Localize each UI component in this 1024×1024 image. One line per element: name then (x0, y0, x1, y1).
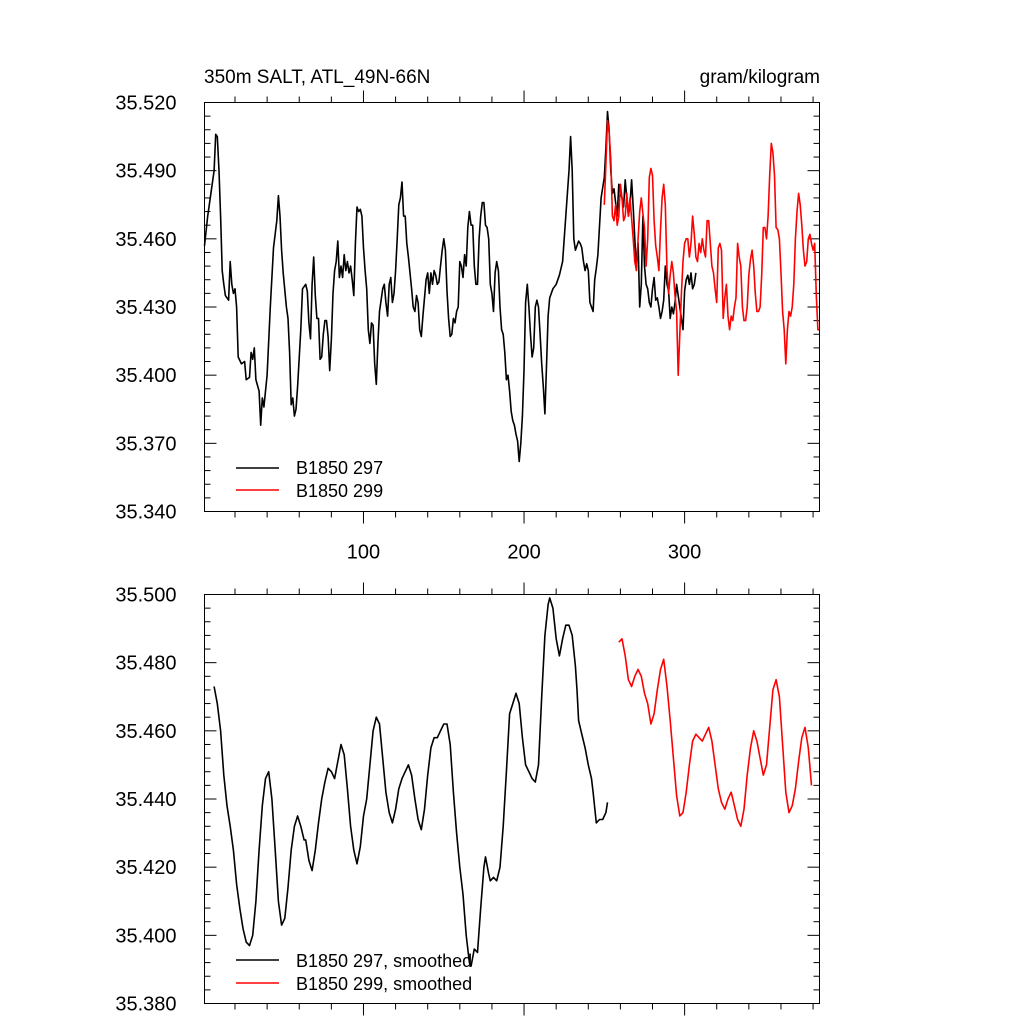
top-units: gram/kilogram (700, 67, 820, 88)
top-x-tick-label: 200 (507, 542, 540, 564)
top-y-tick-label: 35.520 (115, 93, 176, 115)
bottom-series-b1850-299-smoothed (618, 638, 813, 828)
top-x-tick-label: 300 (668, 542, 701, 564)
top-title: 350m SALT, ATL_49N-66N (204, 67, 430, 88)
top-legend-label-299: B1850 299 (296, 481, 383, 501)
bottom-panel: 35.380 35.400 35.420 35.440 35.460 35.480 35.5… (115, 582, 820, 1016)
top-y-tick-labels: 35.340 35.370 35.400 35.430 35.460 35.490 35.5… (115, 93, 176, 524)
bottom-legend-label-297: B1850 297, smoothed (296, 951, 472, 971)
top-x-tick-label: 100 (347, 542, 380, 564)
top-panel: 350m SALT, ATL_49N-66N gram/kilogram 35.… (115, 67, 820, 564)
bottom-plot-frame (204, 594, 820, 1004)
bottom-y-tick-label: 35.420 (115, 857, 176, 879)
top-y-tick-label: 35.490 (115, 161, 176, 183)
top-legend-label-297: B1850 297 (296, 458, 383, 478)
bottom-y-tick-label: 35.400 (115, 925, 176, 947)
top-plot-area (203, 110, 820, 463)
top-y-tick-label: 35.400 (115, 365, 176, 387)
top-y-tick-label: 35.460 (115, 229, 176, 251)
top-y-tick-label: 35.370 (115, 433, 176, 455)
top-legend: B1850 297 B1850 299 (236, 458, 383, 501)
bottom-y-tick-label: 35.500 (115, 585, 176, 607)
bottom-y-tick-label: 35.460 (115, 721, 176, 743)
bottom-y-tick-label: 35.440 (115, 789, 176, 811)
bottom-y-tick-labels: 35.380 35.400 35.420 35.440 35.460 35.480 35.5… (115, 585, 176, 1016)
bottom-y-tick-label: 35.380 (115, 994, 176, 1016)
top-series-b1850-297 (203, 110, 697, 463)
bottom-series-b1850-297-smoothed (213, 597, 609, 967)
top-series-b1850-299 (603, 119, 820, 376)
bottom-legend: B1850 297, smoothed B1850 299, smoothed (236, 951, 472, 994)
bottom-legend-label-299: B1850 299, smoothed (296, 974, 472, 994)
top-y-tick-label: 35.340 (115, 502, 176, 524)
bottom-y-tick-label: 35.480 (115, 653, 176, 675)
top-y-tick-label: 35.430 (115, 297, 176, 319)
top-plot-frame (204, 102, 820, 512)
bottom-plot-area (213, 597, 813, 967)
bottom-ticks (204, 582, 820, 1016)
top-x-tick-labels: 100 200 300 (347, 542, 702, 564)
